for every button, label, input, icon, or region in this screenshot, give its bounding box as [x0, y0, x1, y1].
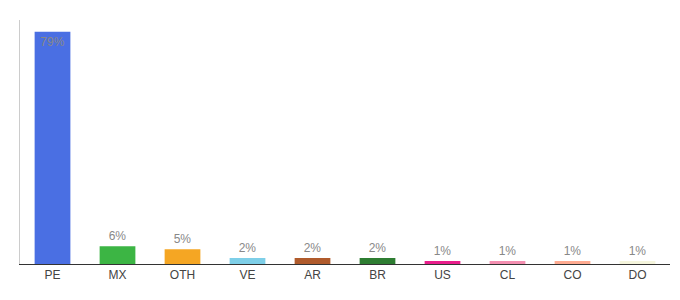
svg-text:2%: 2% — [304, 241, 322, 255]
svg-text:2%: 2% — [239, 241, 257, 255]
svg-text:1%: 1% — [434, 244, 452, 258]
svg-text:6%: 6% — [109, 229, 127, 243]
svg-text:1%: 1% — [499, 244, 517, 258]
svg-text:PE: PE — [44, 268, 60, 282]
svg-text:CL: CL — [500, 268, 516, 282]
svg-text:5%: 5% — [174, 232, 192, 246]
svg-text:1%: 1% — [629, 244, 647, 258]
svg-text:DO: DO — [629, 268, 647, 282]
svg-text:CO: CO — [564, 268, 582, 282]
svg-text:1%: 1% — [564, 244, 582, 258]
svg-text:79%: 79% — [40, 35, 64, 49]
svg-text:2%: 2% — [369, 241, 387, 255]
svg-text:MX: MX — [109, 268, 127, 282]
svg-text:BR: BR — [369, 268, 386, 282]
svg-text:US: US — [434, 268, 451, 282]
svg-text:AR: AR — [304, 268, 321, 282]
svg-text:OTH: OTH — [170, 268, 195, 282]
svg-text:VE: VE — [239, 268, 255, 282]
